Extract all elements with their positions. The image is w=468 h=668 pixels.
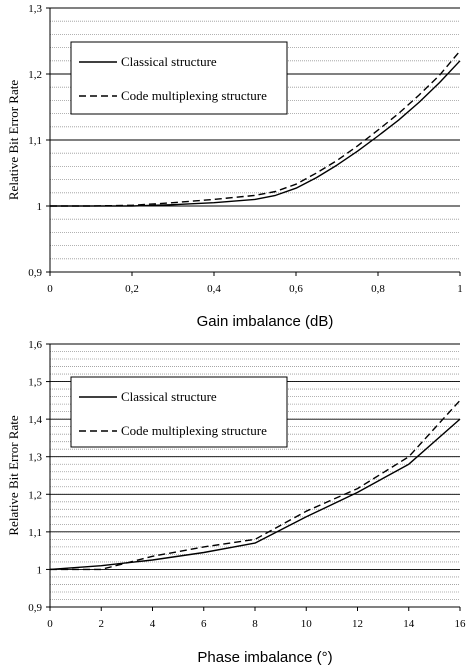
legend: Classical structure Code multiplexing str…	[70, 376, 288, 448]
y-tick-label: 0,9	[28, 602, 42, 614]
y-tick-label: 1	[37, 201, 43, 213]
series-line-classical	[50, 60, 461, 207]
y-tick-label: 1	[37, 564, 43, 576]
legend-label: Classical structure	[121, 389, 217, 404]
legend-label: Classical structure	[121, 54, 217, 69]
x-tick-label: 6	[201, 618, 207, 630]
x-tick-label: 14	[403, 618, 415, 630]
chart-2: 0,9 1 1,1 1,2 1,3 1,4 1,5 1,6 0 2 4 6 8 10 12 14 16 Phase…	[6, 339, 466, 666]
x-tick-label: 2	[99, 618, 105, 630]
y-tick-label: 1,1	[28, 135, 42, 147]
series-line-code-multiplexing	[50, 50, 461, 207]
x-tick-label: 1	[457, 283, 463, 295]
y-tick-label: 1,4	[28, 414, 42, 426]
x-tick-label: 10	[301, 618, 313, 630]
y-tick-label: 1,3	[28, 3, 42, 15]
legend-label: Code multiplexing structure	[121, 423, 267, 438]
x-tick-label: 0	[47, 283, 53, 295]
x-axis-label: Gain imbalance (dB)	[197, 313, 334, 330]
y-tick-label: 1,2	[28, 489, 42, 501]
series-line-code-multiplexing	[50, 399, 461, 571]
y-tick-label: 1,5	[28, 377, 42, 389]
legend-box	[70, 41, 288, 115]
chart-1: 0,9 1 1,1 1,2 1,3 0 0,2 0,4 0,6 0,8 1 Gain imbalanc…	[6, 3, 463, 330]
x-tick-label: 0,6	[289, 283, 303, 295]
y-tick-label: 0,9	[28, 267, 42, 279]
x-tick-label: 0	[47, 618, 53, 630]
y-tick-label: 1,3	[28, 452, 42, 464]
x-tick-label: 0,8	[371, 283, 385, 295]
legend: Classical structure Code multiplexing str…	[70, 41, 288, 115]
y-tick-label: 1,1	[28, 527, 42, 539]
x-tick-label: 4	[150, 618, 156, 630]
x-tick-label: 12	[352, 618, 363, 630]
legend-label: Code multiplexing structure	[121, 88, 267, 103]
y-tick-label: 1,6	[28, 339, 42, 351]
legend-box	[70, 376, 288, 448]
x-tick-label: 0,4	[207, 283, 221, 295]
y-tick-label: 1,2	[28, 69, 42, 81]
x-tick-label: 16	[455, 618, 467, 630]
y-axis-label: Relative Bit Error Rate	[6, 415, 21, 535]
series-line-classical	[49, 418, 461, 571]
y-axis-label: Relative Bit Error Rate	[6, 80, 21, 200]
x-axis-label: Phase imbalance (°)	[197, 649, 332, 666]
x-tick-label: 0,2	[125, 283, 139, 295]
x-tick-label: 8	[252, 618, 258, 630]
